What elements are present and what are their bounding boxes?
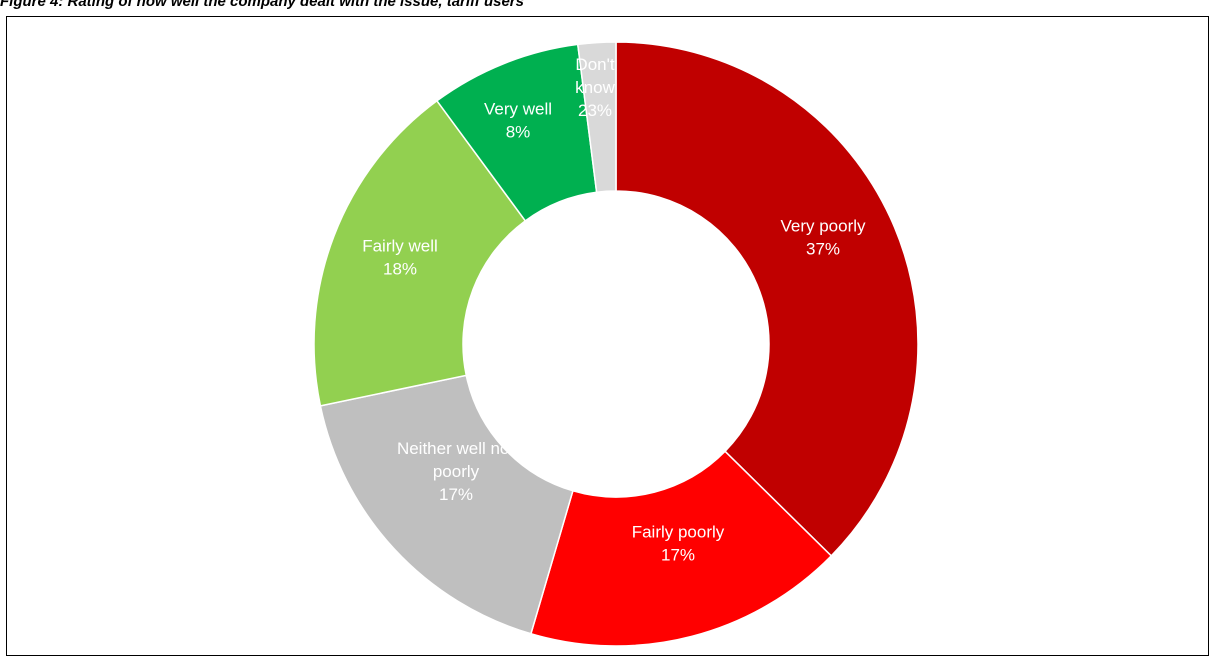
slice-label-don-t-know: Don't know 23% bbox=[575, 55, 615, 120]
slice-neither-well-nor-poorly bbox=[319, 374, 574, 635]
slice-label-fairly-poorly: Fairly poorly 17% bbox=[632, 523, 725, 565]
slice-don-t-know bbox=[576, 41, 617, 194]
chart-title: Figure 4: Rating of how well the company… bbox=[0, 0, 524, 10]
slice-label-neither-well-nor-poorly: Neither well nor poorly 17% bbox=[397, 439, 515, 504]
slice-fairly-poorly bbox=[529, 450, 833, 647]
slice-very-poorly bbox=[615, 41, 919, 557]
slice-label-fairly-well: Fairly well 18% bbox=[362, 237, 438, 279]
donut-slices bbox=[313, 41, 919, 647]
donut-labels: Very poorly 37% Fairly poorly 17% Neither we… bbox=[362, 55, 866, 565]
slice-fairly-well bbox=[313, 99, 527, 407]
slice-label-very-poorly: Very poorly 37% bbox=[780, 217, 866, 259]
slice-label-very-well: Very well 8% bbox=[484, 100, 552, 142]
